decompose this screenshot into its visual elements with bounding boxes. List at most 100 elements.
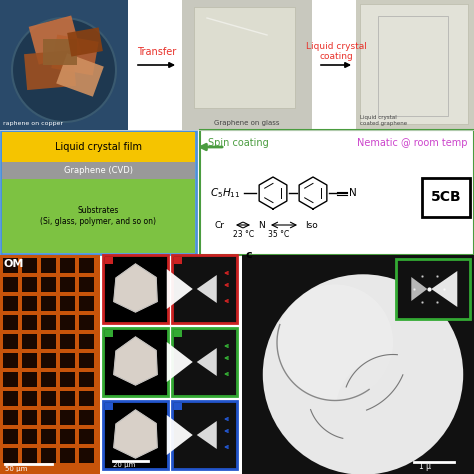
- Text: $C_5H_{11}$: $C_5H_{11}$: [210, 186, 241, 200]
- Bar: [3, 372, 18, 387]
- Bar: [60, 391, 75, 406]
- Bar: [3, 448, 18, 463]
- Bar: [22, 372, 37, 387]
- Text: Liquid crystal: Liquid crystal: [306, 42, 366, 51]
- Bar: [182, 0, 312, 130]
- Circle shape: [260, 272, 466, 474]
- Bar: [172, 255, 237, 323]
- Bar: [396, 259, 470, 319]
- Polygon shape: [167, 342, 193, 382]
- Text: Liquid crystal
coated graphene: Liquid crystal coated graphene: [360, 115, 407, 126]
- Text: 35 °C: 35 °C: [268, 229, 289, 238]
- FancyBboxPatch shape: [43, 39, 77, 65]
- Bar: [79, 258, 94, 273]
- Bar: [103, 328, 168, 396]
- Bar: [103, 401, 168, 469]
- Bar: [22, 296, 37, 311]
- Bar: [172, 328, 237, 396]
- Text: 1 μ: 1 μ: [419, 462, 431, 471]
- Bar: [22, 353, 37, 368]
- Bar: [22, 410, 37, 425]
- Bar: [79, 429, 94, 444]
- Bar: [60, 410, 75, 425]
- Bar: [22, 391, 37, 406]
- Bar: [3, 391, 18, 406]
- Polygon shape: [197, 421, 217, 449]
- Bar: [105, 257, 113, 264]
- Bar: [3, 296, 18, 311]
- Bar: [79, 315, 94, 330]
- Bar: [3, 429, 18, 444]
- Bar: [103, 328, 168, 396]
- Bar: [60, 315, 75, 330]
- Bar: [174, 330, 182, 337]
- Bar: [41, 258, 56, 273]
- FancyBboxPatch shape: [194, 7, 295, 108]
- Bar: [3, 277, 18, 292]
- Bar: [41, 372, 56, 387]
- FancyBboxPatch shape: [67, 27, 103, 56]
- FancyBboxPatch shape: [29, 16, 82, 64]
- Bar: [41, 429, 56, 444]
- Text: Iso: Iso: [305, 220, 318, 229]
- Bar: [60, 277, 75, 292]
- Bar: [22, 277, 37, 292]
- FancyBboxPatch shape: [56, 53, 104, 97]
- Bar: [3, 410, 18, 425]
- Polygon shape: [431, 271, 457, 307]
- Polygon shape: [197, 348, 217, 376]
- Polygon shape: [411, 277, 427, 301]
- Bar: [41, 448, 56, 463]
- Text: Substrates
(Si, glass, polymer, and so on): Substrates (Si, glass, polymer, and so o…: [40, 206, 156, 226]
- Bar: [22, 315, 37, 330]
- Polygon shape: [114, 264, 157, 312]
- Text: Nematic @ room temp: Nematic @ room temp: [357, 138, 468, 148]
- Text: 50 μm: 50 μm: [5, 466, 27, 472]
- Circle shape: [12, 18, 116, 122]
- Text: OM: OM: [4, 259, 24, 269]
- Bar: [105, 403, 113, 410]
- Bar: [103, 401, 168, 469]
- Text: Graphene on glass: Graphene on glass: [214, 120, 280, 126]
- Bar: [0, 0, 128, 130]
- Text: 5CB: 5CB: [431, 190, 461, 204]
- Text: N: N: [258, 220, 265, 229]
- Text: Cr: Cr: [215, 220, 225, 229]
- Bar: [79, 372, 94, 387]
- Text: Graphene (CVD): Graphene (CVD): [64, 166, 133, 175]
- Bar: [41, 391, 56, 406]
- Bar: [174, 257, 182, 264]
- FancyBboxPatch shape: [360, 4, 468, 124]
- Bar: [22, 334, 37, 349]
- Polygon shape: [167, 269, 193, 309]
- Bar: [79, 277, 94, 292]
- Text: 20 μm: 20 μm: [113, 462, 136, 468]
- Bar: [79, 410, 94, 425]
- Polygon shape: [114, 410, 157, 458]
- Text: coating: coating: [319, 52, 353, 61]
- Bar: [41, 296, 56, 311]
- Bar: [0, 255, 100, 474]
- Text: raphene on copper: raphene on copper: [3, 121, 63, 126]
- Bar: [60, 334, 75, 349]
- Bar: [41, 315, 56, 330]
- Bar: [172, 328, 237, 396]
- Bar: [79, 296, 94, 311]
- Bar: [41, 334, 56, 349]
- FancyBboxPatch shape: [51, 35, 99, 75]
- Circle shape: [336, 357, 440, 462]
- Text: Transfer: Transfer: [137, 47, 176, 57]
- Bar: [174, 403, 182, 410]
- Text: Liquid crystal film: Liquid crystal film: [55, 142, 142, 152]
- Bar: [172, 255, 237, 323]
- Bar: [22, 429, 37, 444]
- Bar: [3, 315, 18, 330]
- Bar: [60, 258, 75, 273]
- Bar: [60, 448, 75, 463]
- Bar: [79, 448, 94, 463]
- Text: Spin coating: Spin coating: [208, 138, 269, 148]
- Bar: [41, 277, 56, 292]
- Bar: [172, 401, 237, 469]
- Bar: [396, 259, 470, 319]
- Bar: [378, 16, 448, 116]
